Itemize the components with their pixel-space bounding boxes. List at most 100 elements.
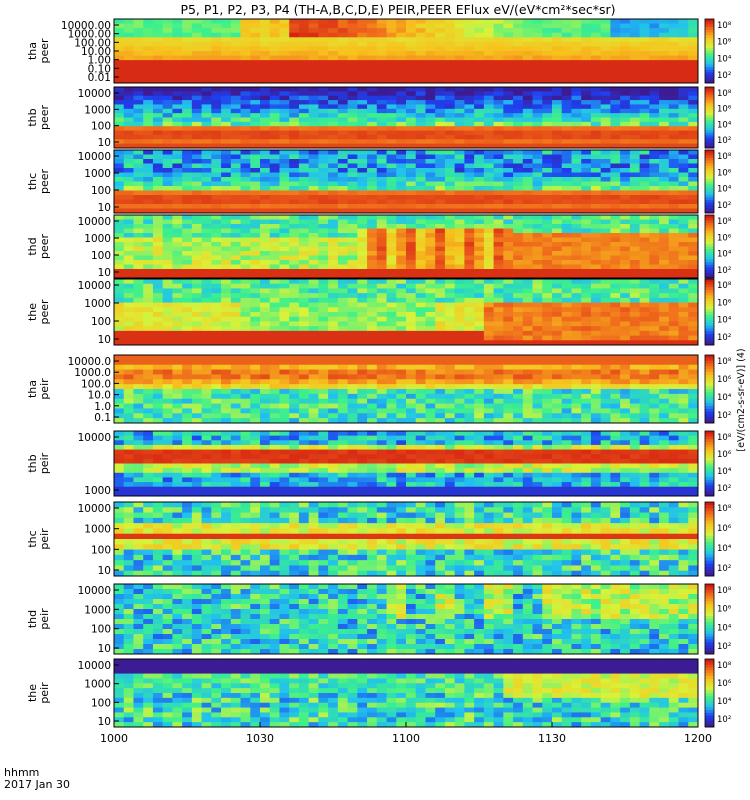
heatmap-cell (444, 113, 456, 118)
heatmap-cell (328, 87, 339, 92)
heatmap-cell (678, 199, 689, 205)
heatmap-cell (250, 413, 261, 419)
heatmap-cell (123, 369, 134, 375)
heatmap-cell (162, 168, 173, 173)
heatmap-cell (590, 55, 602, 61)
heatmap-cell (513, 159, 524, 164)
heatmap-cell (143, 219, 154, 225)
heatmap-cell (172, 283, 183, 289)
heatmap-cell (503, 364, 514, 370)
heatmap-cell (688, 51, 699, 56)
heatmap-cell (367, 312, 378, 318)
heatmap-cell (191, 163, 202, 169)
heatmap-cell (230, 312, 241, 318)
heatmap-cell (143, 408, 154, 414)
heatmap-cell (211, 100, 222, 105)
heatmap-cell (659, 181, 670, 187)
heatmap-cell (678, 95, 689, 101)
heatmap-cell (659, 204, 670, 209)
heatmap-cell (610, 251, 621, 256)
heatmap-cell (211, 302, 222, 308)
heatmap-cell (454, 321, 465, 327)
heatmap-cell (211, 190, 222, 196)
heatmap-cell (376, 69, 387, 75)
heatmap-cell (279, 163, 290, 169)
heatmap-cell (629, 219, 640, 225)
heatmap-cell (600, 307, 611, 313)
heatmap-cell (260, 321, 271, 327)
heatmap-cell (289, 355, 300, 361)
heatmap-cell (464, 233, 475, 238)
heatmap-cell (162, 369, 173, 375)
heatmap-cell (435, 369, 446, 375)
heatmap-cell (464, 321, 475, 327)
heatmap-cell (386, 389, 397, 395)
heatmap-cell (133, 255, 144, 261)
heatmap-cell (610, 60, 621, 66)
heatmap-cell (250, 302, 261, 308)
heatmap-cell (503, 413, 514, 419)
heatmap-cell (435, 316, 446, 322)
heatmap-cell (250, 78, 261, 84)
heatmap-cell (454, 408, 465, 414)
heatmap-cell (308, 389, 319, 395)
heatmap-cell (581, 293, 592, 299)
heatmap-cell (318, 273, 329, 279)
heatmap-cell (269, 159, 280, 164)
heatmap-cell (298, 139, 310, 145)
heatmap-cell (191, 288, 202, 294)
heatmap-cell (425, 130, 436, 136)
colorbar-swatch (705, 238, 714, 242)
heatmap-cell (269, 283, 280, 289)
heatmap-cell (474, 91, 485, 97)
heatmap-cell (250, 113, 261, 118)
heatmap-cell (444, 355, 456, 361)
heatmap-cell (152, 233, 164, 238)
heatmap-cell (172, 384, 183, 390)
heatmap-cell (444, 130, 456, 136)
heatmap-cell (114, 379, 125, 385)
heatmap-cell (376, 139, 387, 145)
heatmap-cell (337, 330, 348, 336)
heatmap-cell (532, 242, 543, 247)
heatmap-cell (386, 403, 397, 409)
heatmap-cell (221, 359, 232, 366)
heatmap-cell (503, 113, 514, 118)
heatmap-cell (493, 228, 504, 234)
heatmap-cell (114, 177, 125, 182)
heatmap-cell (123, 28, 134, 34)
heatmap-cell (240, 374, 251, 380)
heatmap-cell (678, 297, 689, 303)
heatmap-cell (182, 403, 193, 409)
heatmap-cell (308, 264, 319, 270)
heatmap-cell (182, 369, 193, 375)
heatmap-cell (376, 134, 387, 140)
heatmap-cell (503, 32, 514, 38)
heatmap-cell (493, 340, 504, 346)
heatmap-cell (143, 228, 154, 234)
heatmap-cell (250, 307, 261, 313)
heatmap-cell (347, 279, 358, 285)
heatmap-cell (230, 172, 241, 178)
heatmap-cell (396, 297, 407, 303)
heatmap-cell (123, 260, 134, 265)
heatmap-cell (133, 384, 144, 390)
heatmap-cell (483, 186, 494, 191)
heatmap-cell (298, 307, 310, 313)
heatmap-cell (659, 316, 670, 322)
heatmap-cell (328, 340, 339, 346)
heatmap-cell (513, 195, 524, 200)
heatmap-cell (328, 95, 339, 101)
heatmap-cell (444, 307, 456, 313)
heatmap-cell (298, 302, 310, 308)
heatmap-cell (629, 330, 640, 336)
heatmap-cell (464, 55, 475, 61)
heatmap-cell (454, 190, 465, 196)
heatmap-cell (240, 163, 251, 169)
heatmap-cell (581, 208, 592, 214)
heatmap-cell (581, 288, 592, 294)
heatmap-cell (250, 283, 261, 289)
heatmap-cell (240, 260, 251, 265)
heatmap-cell (571, 104, 582, 110)
colorbar-swatch (705, 173, 714, 177)
